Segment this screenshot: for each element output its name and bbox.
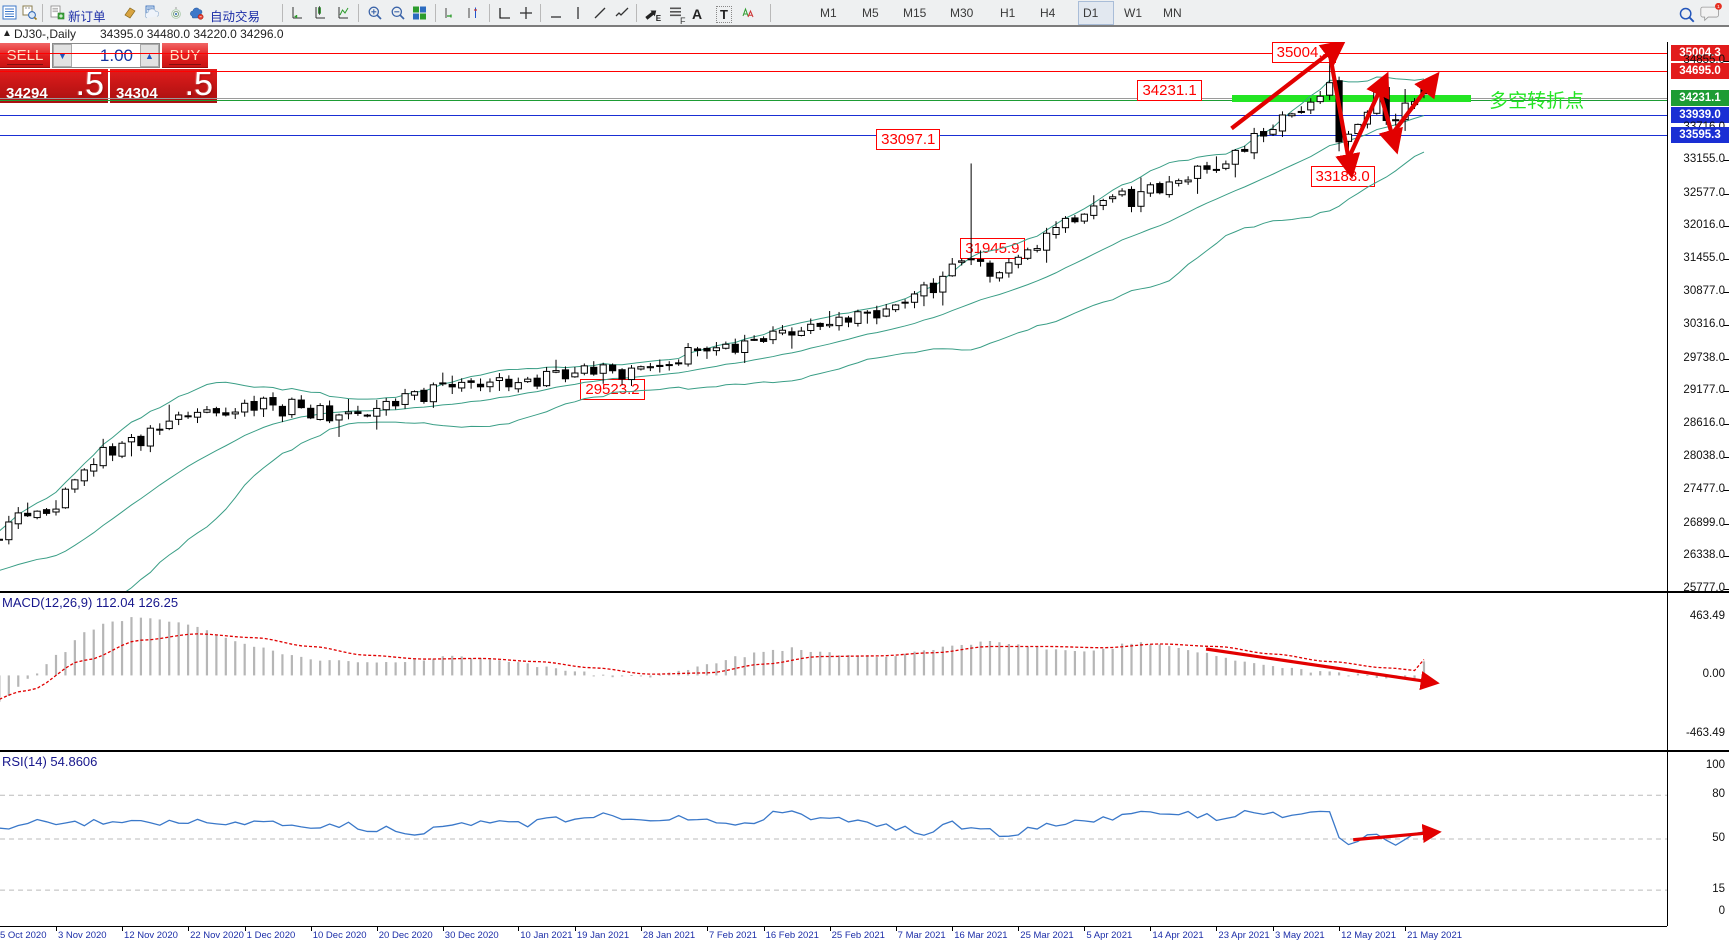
svg-text:1: 1 (1717, 4, 1720, 9)
